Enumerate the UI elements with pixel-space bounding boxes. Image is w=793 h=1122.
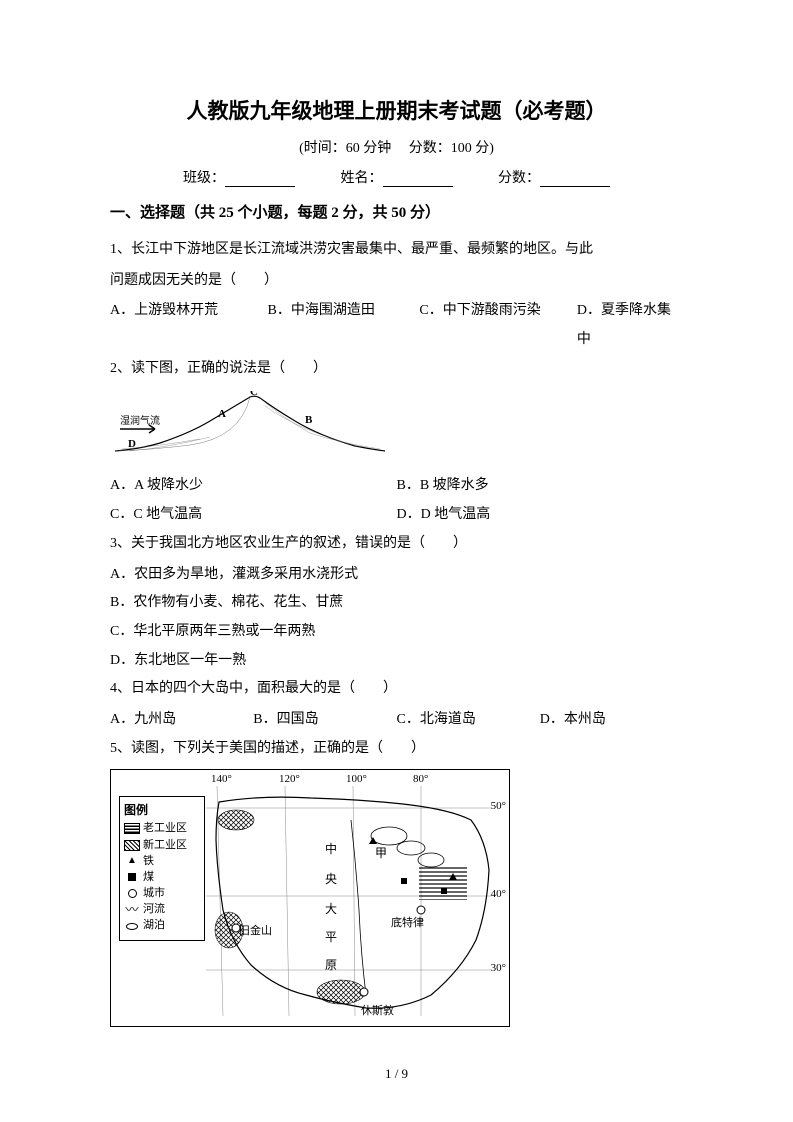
page-number: 1 / 9 (0, 1066, 793, 1082)
q3-opt-d: D．东北地区一年一熟 (110, 647, 683, 676)
legend-iron-icon: ▲ (124, 856, 140, 867)
city-det: 底特律 (391, 914, 424, 930)
q2-opt-c: C．C 地气温高 (110, 501, 397, 530)
q1-opt-a: A．上游毁林开荒 (110, 297, 268, 354)
city-hou: 休斯敦 (361, 1002, 394, 1018)
region-central-3: 大 (325, 900, 337, 917)
legend-river: 河流 (143, 903, 165, 916)
point-c: C (250, 391, 258, 398)
q3-text: 3、关于我国北方地区农业生产的叙述，错误的是（ ） (110, 530, 683, 559)
class-blank[interactable] (225, 171, 295, 187)
legend-old: 老工业区 (143, 822, 187, 835)
name-blank[interactable] (383, 171, 453, 187)
exam-meta: (时间：60 分钟 分数：100 分) (110, 137, 683, 157)
airflow-label: 湿润气流 (120, 414, 160, 427)
q4-options: A．九州岛 B．四国岛 C．北海道岛 D．本州岛 (110, 706, 683, 735)
q2-opt-b: B．B 坡降水多 (397, 472, 684, 501)
region-jia: 甲 (375, 844, 387, 861)
page-title: 人教版九年级地理上册期末考试题（必考题） (110, 95, 683, 125)
q1-opt-d: D．夏季降水集中 (577, 297, 683, 354)
q3-opt-b: B．农作物有小麦、棉花、花生、甘蔗 (110, 589, 683, 618)
legend-lake: 湖泊 (143, 919, 165, 932)
legend-new: 新工业区 (143, 839, 187, 852)
legend-river-icon: 〰 (124, 904, 140, 915)
q2-opts-row1: A．A 坡降水少 B．B 坡降水多 (110, 472, 683, 501)
region-central-5: 原 (325, 956, 337, 973)
point-d: D (128, 438, 136, 450)
q1-line1: 1、长江中下游地区是长江流域洪涝灾害最集中、最严重、最频繁的地区。与此 (110, 236, 683, 265)
legend-coal-icon (124, 872, 140, 883)
q1-line2: 问题成因无关的是（ ） (110, 267, 683, 296)
q2-opts-row2: C．C 地气温高 D．D 地气温高 (110, 501, 683, 530)
legend-title: 图例 (124, 801, 200, 818)
q4-opt-c: C．北海道岛 (397, 706, 540, 735)
legend-lake-icon (124, 921, 140, 932)
point-a: A (218, 408, 226, 420)
city-sf: 旧金山 (239, 922, 272, 938)
name-label: 姓名： (341, 171, 383, 186)
point-b: B (305, 414, 313, 426)
legend-new-icon (124, 840, 140, 851)
q2-opt-a: A．A 坡降水少 (110, 472, 397, 501)
q1-opt-b: B．中海围湖造田 (268, 297, 420, 354)
legend-city: 城市 (143, 887, 165, 900)
q2-opt-d: D．D 地气温高 (397, 501, 684, 530)
q4-text: 4、日本的四个大岛中，面积最大的是（ ） (110, 675, 683, 704)
student-info-row: 班级： 姓名： 分数： (110, 167, 683, 187)
legend-old-icon (124, 823, 140, 834)
q3-opt-c: C．华北平原两年三熟或一年两熟 (110, 618, 683, 647)
usa-map: 140° 120° 100° 80° 50° 40° 30° (110, 769, 510, 1027)
q1-options: A．上游毁林开荒 B．中海围湖造田 C．中下游酸雨污染 D．夏季降水集中 (110, 297, 683, 354)
q4-opt-d: D．本州岛 (540, 706, 683, 735)
q3-opt-a: A．农田多为旱地，灌溉多采用水浇形式 (110, 561, 683, 590)
region-central-4: 平 (325, 928, 337, 945)
score-label: 分数： (498, 171, 540, 186)
legend-iron: 铁 (143, 855, 154, 868)
mountain-diagram: 湿润气流 A B C D (110, 391, 390, 461)
region-central-2: 央 (325, 870, 337, 887)
legend-city-icon (124, 888, 140, 899)
region-central-1: 中 (325, 840, 337, 857)
q4-opt-a: A．九州岛 (110, 706, 253, 735)
legend-coal: 煤 (143, 871, 154, 884)
section-1-title: 一、选择题（共 25 个小题，每题 2 分，共 50 分） (110, 201, 683, 222)
score-blank[interactable] (540, 171, 610, 187)
q5-text: 5、读图，下列关于美国的描述，正确的是（ ） (110, 735, 683, 764)
q1-opt-c: C．中下游酸雨污染 (419, 297, 577, 354)
class-label: 班级： (183, 171, 225, 186)
map-legend: 图例 老工业区 新工业区 ▲铁 煤 城市 〰河流 湖泊 (119, 796, 205, 940)
q2-text: 2、读下图，正确的说法是（ ） (110, 355, 683, 384)
q4-opt-b: B．四国岛 (253, 706, 396, 735)
